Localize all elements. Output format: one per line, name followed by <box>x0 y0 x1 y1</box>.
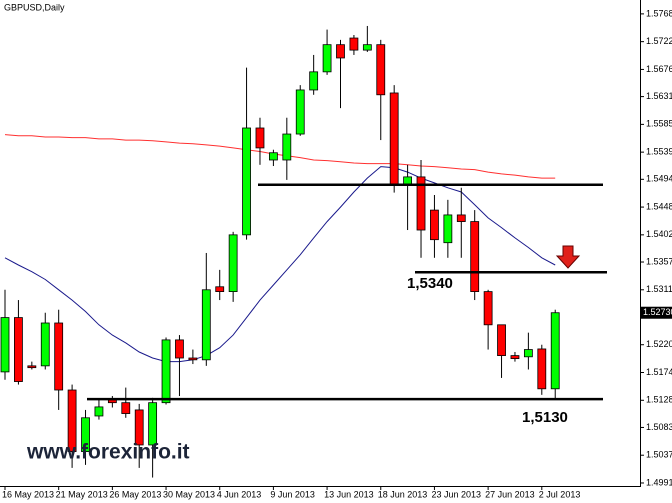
y-tick-label: 1.57680 <box>646 8 672 18</box>
arrow-icon <box>555 245 581 269</box>
candle-body <box>40 322 50 367</box>
price-box-label: 1.52730 <box>643 307 672 317</box>
candle-body <box>0 317 10 373</box>
candle-body <box>336 44 345 59</box>
x-tick-label: 2 Jul 2013 <box>539 489 581 499</box>
x-tick-label: 9 Jun 2013 <box>270 489 315 499</box>
x-tick-label: 26 May 2013 <box>109 489 161 499</box>
watermark: www.forexinfo.it <box>26 441 190 464</box>
x-tick-label: 21 May 2013 <box>56 489 108 499</box>
candle-body <box>148 402 158 446</box>
candle-body <box>537 348 547 390</box>
candle-body <box>309 71 319 91</box>
moving-average <box>4 134 556 179</box>
candle-body <box>510 355 520 360</box>
y-tick-label: 1.51740 <box>646 367 672 377</box>
candle-body <box>14 317 23 382</box>
candle-body <box>121 402 131 414</box>
candle-body <box>228 234 238 292</box>
candle-body <box>376 44 386 96</box>
candle-body <box>161 339 171 404</box>
y-tick-label: 1.54020 <box>646 229 672 239</box>
candle-body <box>81 417 90 452</box>
y-tick-label: 1.53570 <box>646 256 672 266</box>
x-tick-label: 23 Jun 2013 <box>431 489 481 499</box>
x-tick-label: 16 May 2013 <box>2 489 54 499</box>
moving-average <box>4 166 556 363</box>
candle-body <box>322 44 332 73</box>
candle-body <box>523 349 533 358</box>
candle-body <box>201 289 211 361</box>
candle-body <box>54 322 64 391</box>
candle-body <box>27 365 37 369</box>
x-tick-label: 4 Jun 2013 <box>217 489 262 499</box>
y-tick-label: 1.52200 <box>646 339 672 349</box>
x-tick-label: 13 Jun 2013 <box>324 489 374 499</box>
y-tick-label: 1.54940 <box>646 174 672 184</box>
candle-body <box>443 214 453 244</box>
candle-body <box>282 133 292 161</box>
y-tick-label: 1.53110 <box>646 284 672 294</box>
price-box <box>641 306 672 319</box>
y-tick-label: 1.57220 <box>646 36 672 46</box>
y-tick-label: 1.55390 <box>646 147 672 157</box>
candle-body <box>349 37 359 51</box>
candle-body <box>188 357 198 361</box>
y-tick-label: 1.50370 <box>646 450 672 460</box>
candle-body <box>268 152 278 161</box>
candle-body <box>134 409 144 446</box>
candle-body <box>430 209 439 241</box>
candle-body <box>470 221 480 292</box>
level-label: 1,5130 <box>522 409 568 426</box>
y-tick-label: 1.56760 <box>646 64 672 74</box>
candle-body <box>94 406 104 417</box>
candle-body <box>242 127 251 236</box>
y-tick-label: 1.50830 <box>646 422 672 432</box>
candle-body <box>175 339 184 359</box>
level-label: 1,5340 <box>407 275 453 292</box>
y-tick-label: 1.49910 <box>646 477 672 487</box>
candle-body <box>295 89 305 135</box>
candle-body <box>389 92 399 186</box>
candle-body <box>215 286 225 292</box>
y-tick-label: 1.55850 <box>646 119 672 129</box>
candle-body <box>255 127 265 149</box>
candle-body <box>362 44 372 51</box>
candle-body <box>497 324 506 356</box>
x-tick-label: 18 Jun 2013 <box>378 489 428 499</box>
candle-body <box>416 176 426 231</box>
y-tick-label: 1.51280 <box>646 395 672 405</box>
y-tick-label: 1.54480 <box>646 201 672 211</box>
candle-body <box>67 389 77 452</box>
x-tick-label: 30 May 2013 <box>163 489 215 499</box>
x-tick-label: 27 Jun 2013 <box>485 489 535 499</box>
y-tick-label: 1.56310 <box>646 91 672 101</box>
candle-body <box>483 291 493 326</box>
candle-body <box>550 312 560 390</box>
chart-title: GBPUSD,Daily <box>4 2 65 12</box>
candle-body <box>456 214 466 222</box>
